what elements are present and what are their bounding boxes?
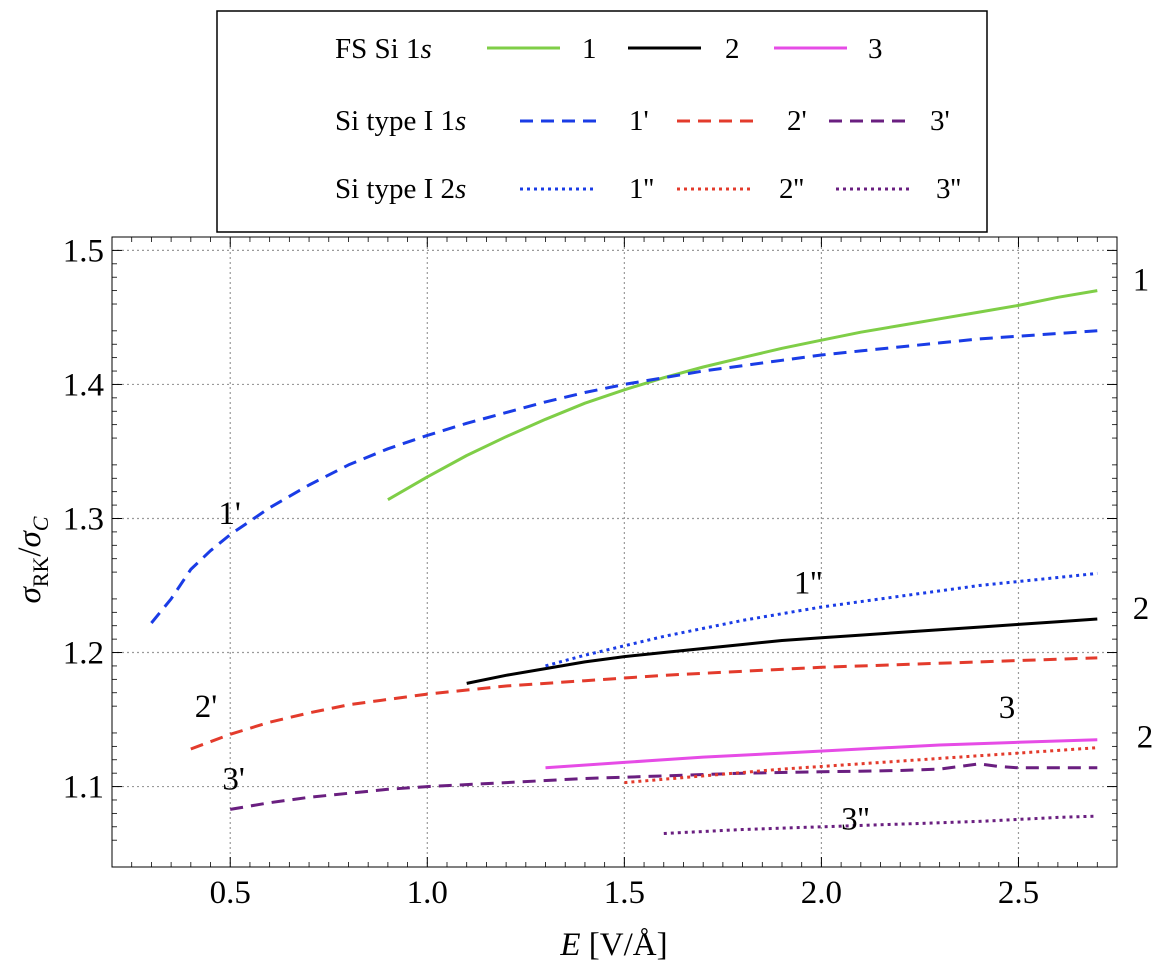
series-line-3pp bbox=[663, 814, 1098, 835]
legend-entry-3prime: 3' bbox=[930, 105, 950, 137]
annotations: 1 2 2'' 1' 1'' 2' 3 3' 3'' bbox=[195, 263, 1154, 838]
series-line-3p bbox=[229, 762, 1098, 811]
series-line-2pp bbox=[624, 746, 1098, 785]
legend-row-1-label: FS Si 1s bbox=[335, 33, 432, 65]
annotation-label: 3' bbox=[222, 761, 244, 797]
x-tick-label: 2.5 bbox=[998, 875, 1039, 911]
y-tick-label: 1.4 bbox=[63, 367, 104, 403]
y-axis-label: σRK/σC bbox=[12, 516, 53, 603]
legend-row-3-label: Si type I 2s bbox=[335, 173, 466, 205]
series-line-3 bbox=[545, 738, 1098, 770]
annotation-label: 2'' bbox=[1137, 720, 1154, 756]
legend-entry-1prime: 1' bbox=[629, 105, 649, 137]
x-tick-label: 1.0 bbox=[407, 875, 448, 911]
x-axis-label: E [V/Å] bbox=[559, 926, 667, 963]
x-tick-label: 0.5 bbox=[210, 875, 251, 911]
annotation-label: 3 bbox=[999, 690, 1016, 726]
annotation-label: 2' bbox=[195, 689, 217, 725]
series-line-1p bbox=[150, 329, 1098, 624]
annotation-label: 2 bbox=[1133, 591, 1150, 627]
series-line-2p bbox=[190, 656, 1098, 751]
y-tick-label: 1.3 bbox=[63, 501, 104, 537]
series-layer bbox=[150, 289, 1098, 835]
annotation-label: 3'' bbox=[841, 801, 869, 837]
legend-entry-2dprime: 2'' bbox=[779, 173, 804, 205]
annotation-label: 1 bbox=[1133, 263, 1150, 299]
y-tick-label: 1.5 bbox=[63, 233, 104, 269]
x-tick-label: 2.0 bbox=[801, 875, 842, 911]
grid bbox=[112, 237, 1117, 867]
x-tick-label: 1.5 bbox=[604, 875, 645, 911]
legend-row-2-label: Si type I 1s bbox=[335, 105, 466, 137]
legend-entry-3: 3 bbox=[868, 33, 883, 65]
y-tick-label: 1.2 bbox=[63, 636, 104, 672]
series-line-1pp bbox=[545, 571, 1098, 668]
annotation-label: 1'' bbox=[794, 566, 822, 602]
annotation-label: 1' bbox=[218, 496, 240, 532]
series-line-1 bbox=[387, 289, 1098, 501]
y-tick-label: 1.1 bbox=[63, 770, 104, 806]
axis-ticks: 0.5 1.0 1.5 2.0 2.5 1.1 1.2 1.3 1.4 1.5 bbox=[63, 233, 1118, 911]
legend-entry-2prime: 2' bbox=[787, 105, 807, 137]
plot-frame bbox=[111, 236, 1118, 868]
legend-entry-1dprime: 1'' bbox=[629, 173, 654, 205]
legend-entry-3dprime: 3'' bbox=[936, 173, 961, 205]
series-line-2 bbox=[466, 617, 1098, 685]
legend: FS Si 1s 1 2 3 Si type I 1s 1' 2' 3' Si … bbox=[216, 10, 988, 233]
legend-entry-2: 2 bbox=[725, 33, 740, 65]
legend-entry-1: 1 bbox=[582, 33, 597, 65]
